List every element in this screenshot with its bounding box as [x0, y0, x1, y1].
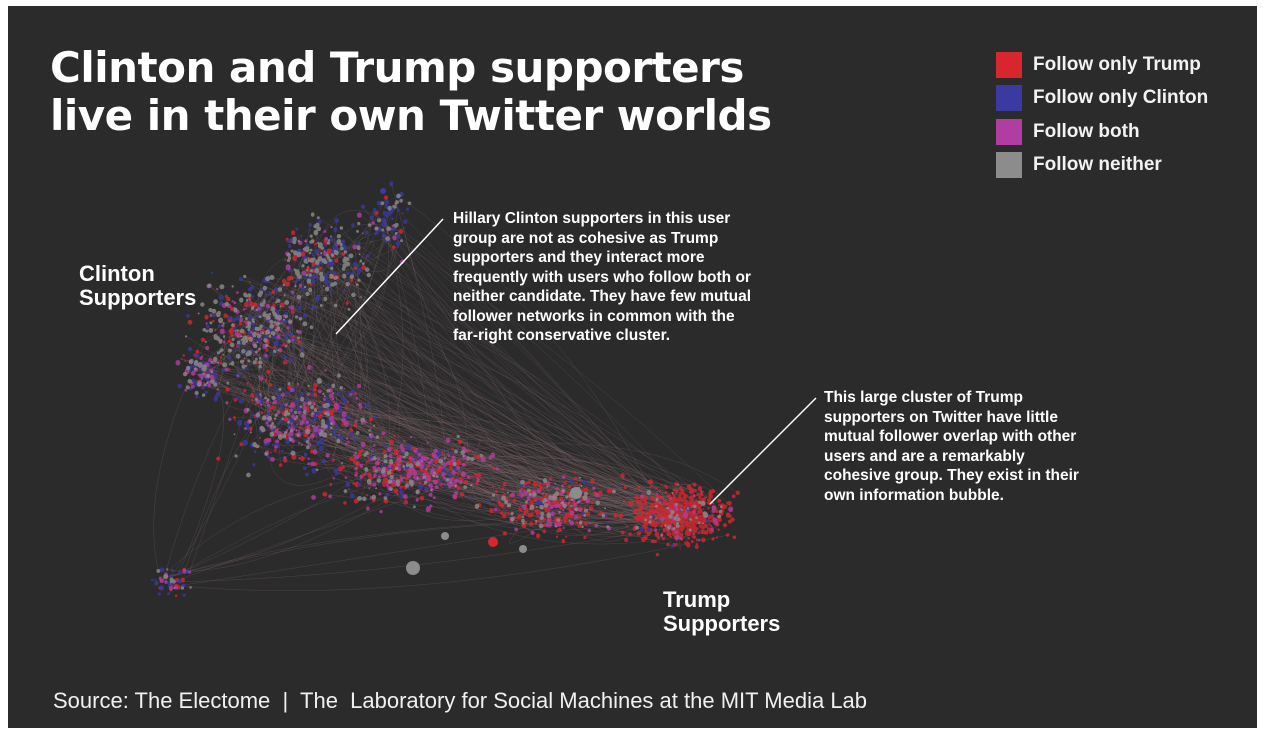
legend-item-follow-both: Follow both — [996, 115, 1208, 149]
legend-swatch — [996, 51, 1022, 78]
annotation-line: follower networks in common with the — [453, 307, 735, 325]
annotation-line: users and are a remarkably — [824, 447, 1025, 465]
trump-supporters-label: Trump Supporters — [663, 588, 780, 636]
page-title: Clinton and Trump supporters live in the… — [50, 44, 772, 140]
trump-cluster-annotation: This large cluster of Trump supporters o… — [824, 388, 1079, 505]
trump-annotation-leader-line — [709, 397, 817, 505]
legend-label: Follow only Trump — [1033, 53, 1201, 75]
annotation-line: This large cluster of Trump — [824, 389, 1023, 406]
annotation-line: neither candidate. They have few mutual — [453, 288, 752, 305]
both-follower-nodes — [158, 212, 734, 591]
annotation-line: Hillary Clinton supporters in this user — [453, 210, 731, 227]
hub-node — [406, 561, 420, 575]
title-line-2: live in their own Twitter worlds — [50, 91, 772, 140]
clinton-supporters-label: Clinton Supporters — [79, 262, 196, 310]
trump-label-line-1: Trump — [663, 587, 731, 612]
annotation-line: group are not as cohesive as Trump — [453, 229, 719, 247]
clinton-cluster-annotation: Hillary Clinton supporters in this user … — [453, 209, 751, 346]
legend-label: Follow both — [1033, 120, 1140, 142]
clinton-label-line-2: Supporters — [79, 285, 197, 310]
hub-node — [570, 487, 582, 499]
title-line-1: Clinton and Trump supporters — [50, 43, 744, 92]
hub-node — [380, 188, 386, 194]
legend-swatch — [996, 118, 1022, 145]
network-graphic: Clinton and Trump supporters live in the… — [8, 6, 1257, 728]
legend-swatch — [996, 85, 1022, 112]
legend-swatch — [996, 152, 1022, 179]
annotation-line: mutual follower overlap with other — [824, 428, 1077, 445]
legend-label: Follow neither — [1033, 154, 1162, 176]
clinton-label-line-1: Clinton — [79, 261, 155, 286]
network-nodes — [151, 181, 740, 598]
annotation-line: supporters on Twitter have little — [824, 408, 1058, 426]
annotation-line: own information bubble. — [824, 486, 1004, 504]
hub-node — [441, 532, 449, 540]
legend: Follow only Trump Follow only Clinton Fo… — [996, 48, 1208, 182]
legend-item-follow-only-trump: Follow only Trump — [996, 48, 1208, 82]
legend-item-follow-only-clinton: Follow only Clinton — [996, 82, 1208, 116]
annotation-line: cohesive group. They exist in their — [824, 467, 1079, 484]
hub-node — [519, 545, 527, 553]
clinton-annotation-leader-line — [335, 218, 444, 335]
trump-label-line-2: Supporters — [663, 611, 781, 636]
annotation-line: supporters and they interact more — [453, 249, 705, 266]
hub-node — [488, 537, 498, 547]
twitter-follower-network — [151, 181, 817, 598]
legend-label: Follow only Clinton — [1033, 87, 1209, 109]
annotation-line: frequently with users who follow both or — [453, 268, 751, 286]
annotation-line: far-right conservative cluster. — [453, 327, 671, 344]
legend-item-follow-neither: Follow neither — [996, 149, 1208, 183]
source-credit: Source: The Electome | The Laboratory fo… — [53, 688, 868, 713]
